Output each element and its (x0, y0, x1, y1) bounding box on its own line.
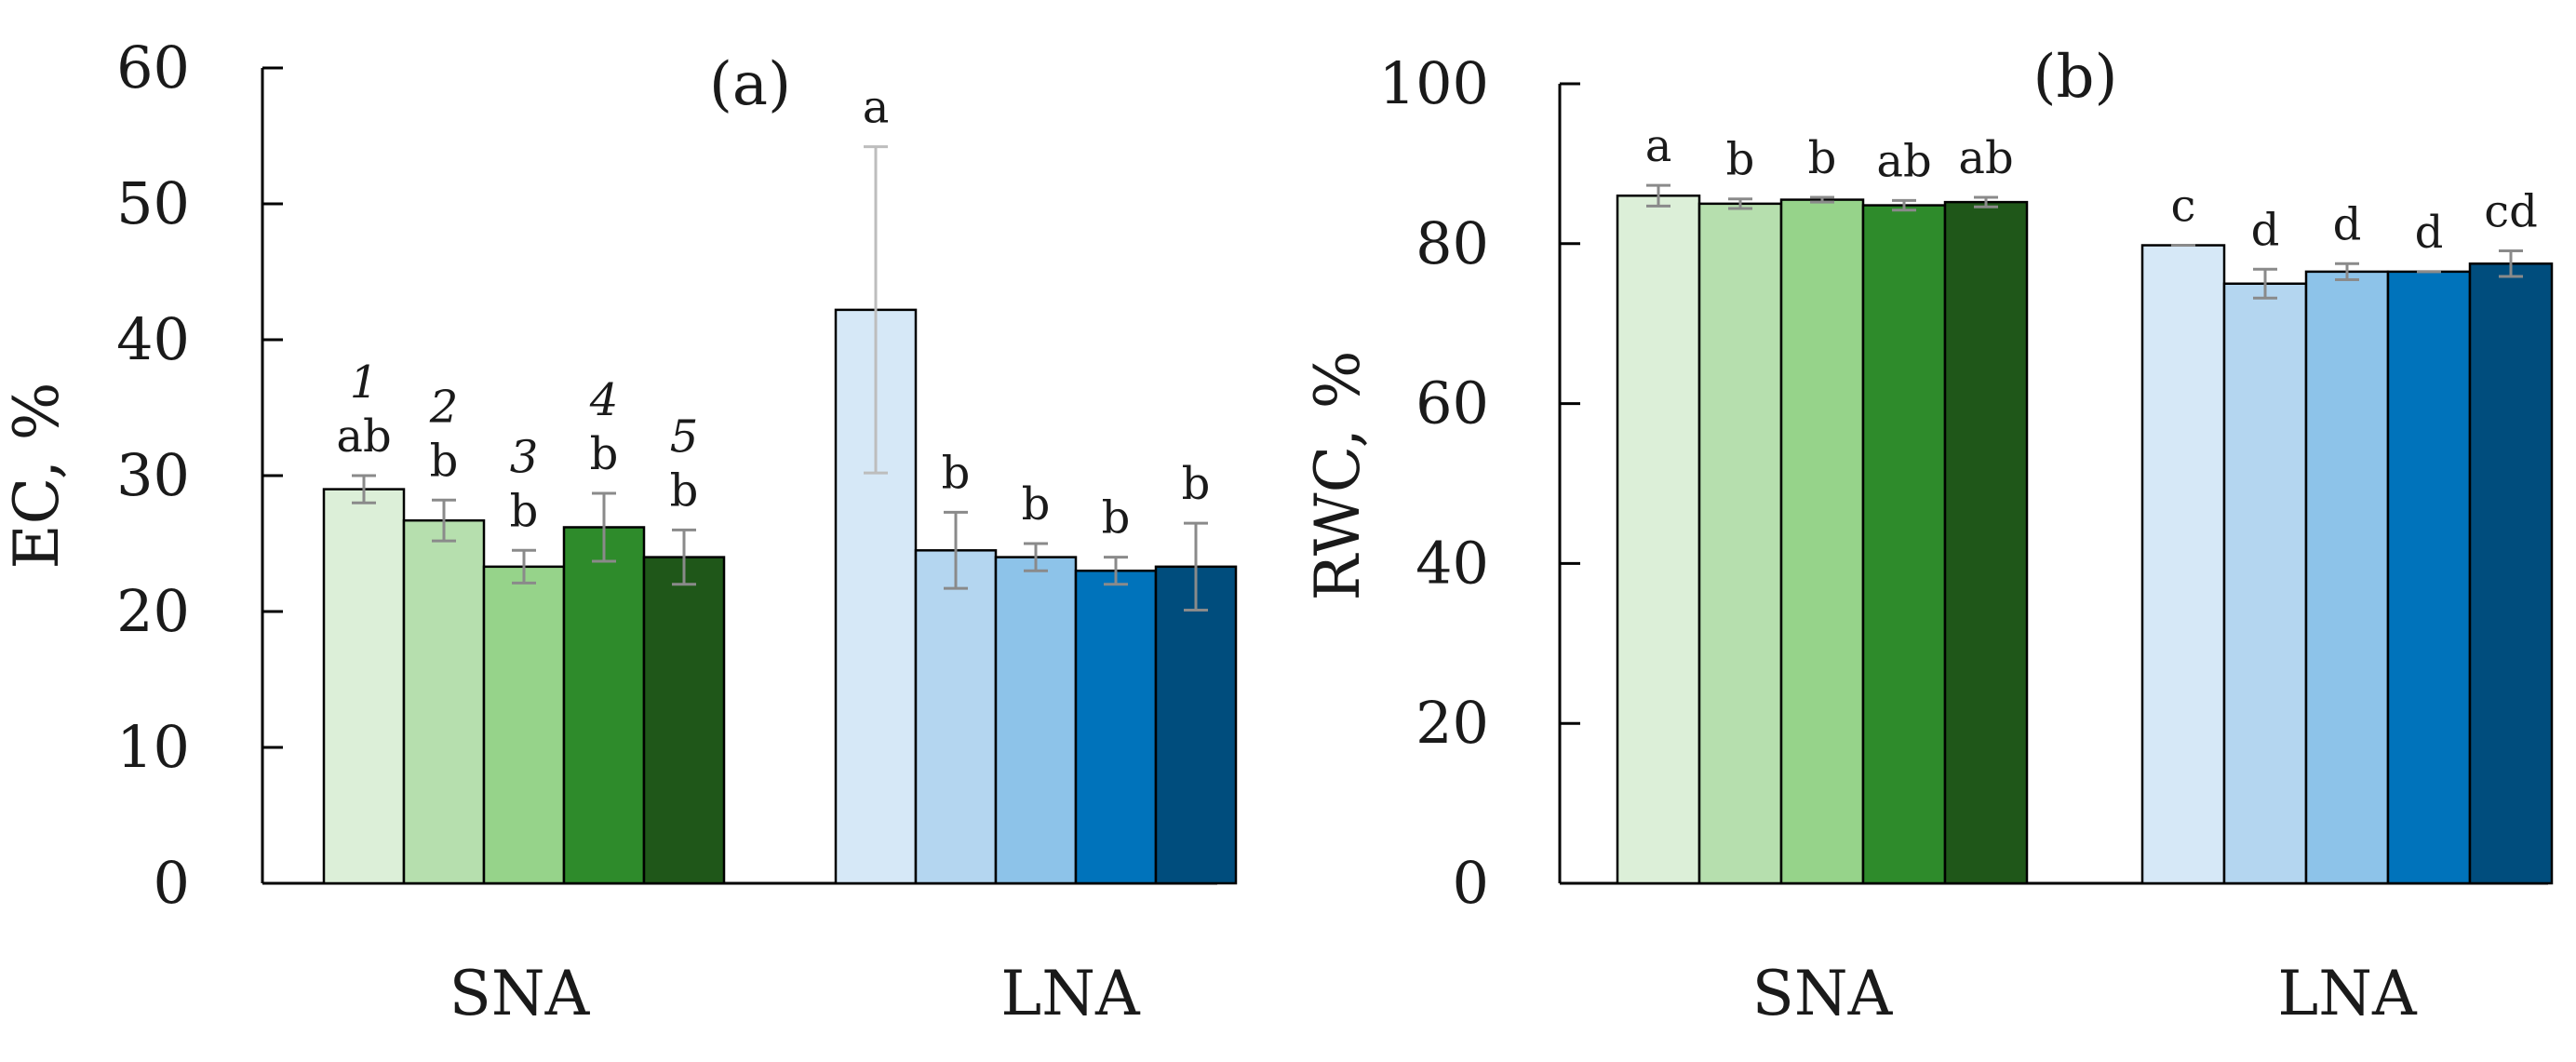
panel-b-y-tick-label: 80 (1415, 209, 1489, 277)
panel-a-bar (1154, 565, 1238, 885)
panel-a-y-tick-label: 0 (154, 849, 190, 917)
panel-b-label: (b) (2033, 43, 2118, 112)
panel-a-label: (a) (709, 50, 791, 119)
panel-b-bar (1697, 202, 1783, 885)
panel-a-bar (642, 556, 726, 885)
panel-a-y-tick-label: 30 (116, 441, 190, 509)
panel-b-bar (2386, 270, 2472, 885)
panel-b-significance-letter: ab (1876, 135, 1931, 187)
panel-a-bar (914, 549, 998, 885)
panel-b-significance-letter: a (1645, 120, 1672, 172)
panel-b-group-label-sna: SNA (1752, 958, 1894, 1029)
panel-a-bar (482, 565, 566, 885)
panel-b-y-tick-label: 40 (1415, 529, 1489, 597)
panel-b-significance-letter: cd (2484, 186, 2538, 238)
panel-b-bar (1616, 195, 1701, 885)
panel-a-bar (1074, 569, 1158, 885)
panel-a-y-tick-label: 10 (116, 713, 190, 781)
panel-a-significance-letter: b (590, 428, 619, 480)
panel-b-y-tick-label: 0 (1453, 849, 1489, 917)
panel-b-significance-letter: ab (1958, 132, 2013, 184)
panel-a-bar (322, 488, 406, 885)
panel-b-group-label-lna: LNA (2277, 958, 2418, 1029)
panel-b-y-axis-title: RWC, % (1302, 351, 1374, 601)
panel-a-significance-letter: b (430, 435, 459, 487)
panel-a-treatment-number: 2 (429, 381, 459, 433)
panel-a-y-tick-label: 40 (116, 305, 190, 373)
panel-b-y-tick-label: 100 (1379, 49, 1489, 117)
panel-a-treatment-number: 4 (589, 374, 619, 426)
panel-b-bar (2468, 262, 2554, 885)
panel-b-bar (1861, 204, 1947, 885)
panel-a-significance-letter: b (942, 447, 971, 499)
panel-a-significance-letter: b (1182, 458, 1211, 510)
panel-a-significance-letter: b (1102, 492, 1131, 544)
panel-a-y-tick-label: 50 (116, 169, 190, 237)
panel-a-bar (994, 556, 1078, 885)
panel-b-bar (1943, 200, 2029, 885)
panel-b-significance-letter: b (1726, 134, 1755, 186)
panel-b-significance-letter: d (2333, 198, 2362, 250)
panel-a-significance-letter: b (670, 464, 699, 517)
panel-a-bar (562, 526, 646, 885)
panel-a-treatment-number: 3 (510, 431, 539, 483)
panel-a-significance-letter: b (1022, 478, 1051, 531)
panel-a-treatment-number: 1 (350, 356, 379, 409)
panel-a-y-tick-label: 60 (116, 34, 190, 101)
panel-b-significance-letter: d (2415, 207, 2444, 259)
panel-a-y-axis-title: EC, % (1, 383, 73, 570)
panel-b-bar (2304, 270, 2390, 885)
panel-b-bar (2140, 244, 2226, 885)
panel-a-significance-letter: a (863, 82, 890, 134)
panel-a-y-tick-label: 20 (116, 577, 190, 645)
panel-a-bar (402, 518, 486, 885)
panel-a-group-label-sna: SNA (449, 958, 591, 1029)
panel-a-group-label-lna: LNA (1000, 958, 1141, 1029)
panel-b-bar (1779, 198, 1865, 885)
panel-b-significance-letter: b (1808, 132, 1837, 184)
panel-b-bar (2222, 282, 2308, 885)
panel-a-significance-letter: ab (336, 410, 391, 463)
panel-b-y-tick-label: 20 (1415, 689, 1489, 757)
panel-a-treatment-number: 5 (670, 410, 699, 463)
panel-b-y-tick-label: 60 (1415, 370, 1489, 437)
panel-b-significance-letter: c (2171, 181, 2196, 233)
panel-b-significance-letter: d (2251, 204, 2280, 256)
panel-a-significance-letter: b (510, 485, 539, 537)
